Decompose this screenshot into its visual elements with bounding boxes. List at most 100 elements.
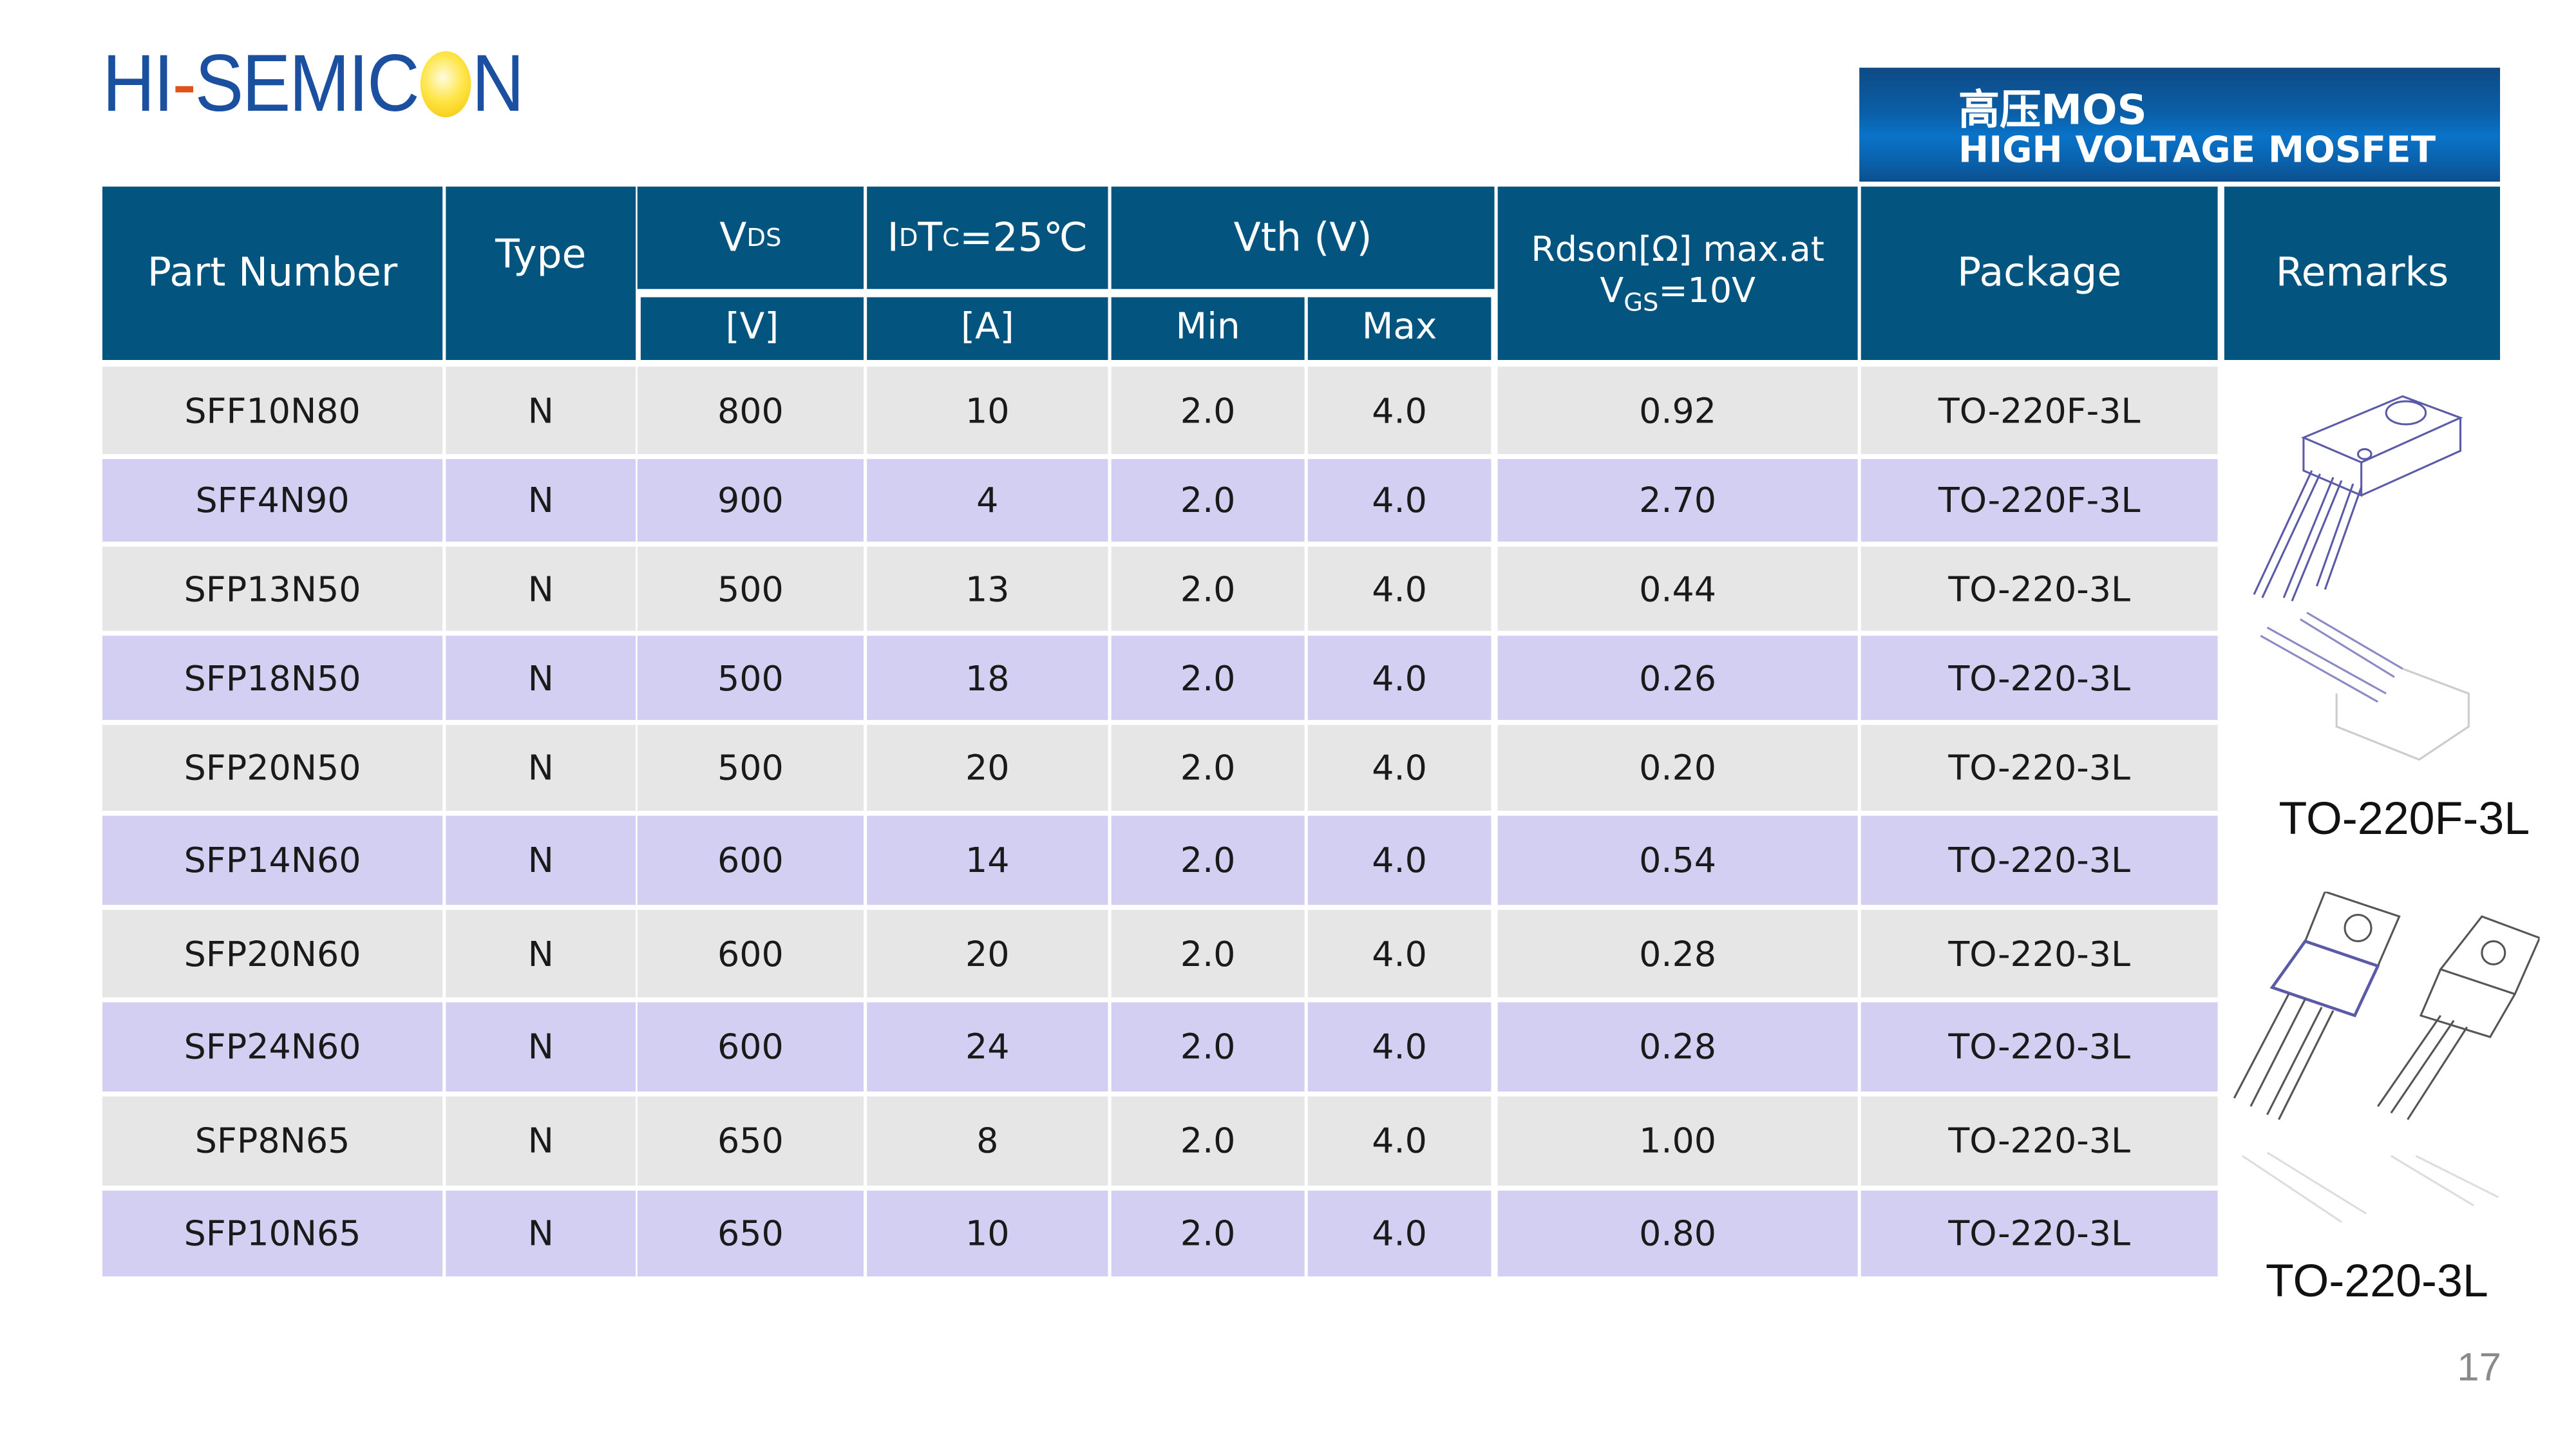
cell-id: 20 [867, 724, 1108, 811]
header-type: Type [446, 186, 636, 360]
cell-vth-max: 4.0 [1307, 636, 1492, 720]
cell-id: 20 [867, 909, 1108, 998]
cell-part-number: SFP24N60 [102, 1002, 443, 1092]
title-english: HIGH VOLTAGE MOSFET [1958, 130, 2436, 172]
cell-part-number: SFP8N65 [102, 1096, 443, 1186]
cell-rdson: 0.44 [1497, 546, 1858, 631]
header-vth-max: Max [1307, 297, 1492, 360]
header-vds: V DS [637, 186, 864, 289]
remark-package-to220f: TO-220F-3L [2278, 792, 2530, 844]
cell-type: N [446, 724, 636, 811]
cell-vds: 500 [637, 546, 864, 631]
header-id-unit: [A] [867, 297, 1108, 360]
cell-vth-min: 2.0 [1111, 459, 1305, 542]
cell-vds: 500 [637, 636, 864, 720]
cell-package: TO-220-3L [1861, 1096, 2218, 1186]
cell-type: N [446, 1002, 636, 1092]
cell-id: 10 [867, 1190, 1108, 1277]
cell-vth-max: 4.0 [1307, 366, 1492, 455]
header-remarks: Remarks [2224, 186, 2501, 360]
cell-vth-max: 4.0 [1307, 1002, 1492, 1092]
cell-id: 18 [867, 636, 1108, 720]
cell-rdson: 0.54 [1497, 815, 1858, 905]
cell-part-number: SFP10N65 [102, 1190, 443, 1277]
header-part-number: Part Number [102, 186, 443, 360]
cell-vds: 600 [637, 815, 864, 905]
cell-vds: 800 [637, 366, 864, 455]
cell-vth-min: 2.0 [1111, 1096, 1305, 1186]
header-vth-min: Min [1111, 297, 1305, 360]
cell-type: N [446, 1190, 636, 1277]
cell-part-number: SFP13N50 [102, 546, 443, 631]
cell-part-number: SFP20N60 [102, 909, 443, 998]
cell-vth-max: 4.0 [1307, 546, 1492, 631]
sun-icon [419, 51, 471, 118]
cell-rdson: 0.20 [1497, 724, 1858, 811]
cell-part-number: SFP18N50 [102, 636, 443, 720]
cell-id: 8 [867, 1096, 1108, 1186]
cell-rdson: 0.28 [1497, 909, 1858, 998]
header-rdson: Rdson[Ω] max.at VGS=10V [1497, 186, 1858, 360]
cell-vds: 900 [637, 459, 864, 542]
cell-id: 14 [867, 815, 1108, 905]
title-chinese: 高压MOS [1958, 86, 2147, 134]
cell-vth-min: 2.0 [1111, 724, 1305, 811]
header-package: Package [1861, 186, 2218, 360]
title-banner: 高压MOS HIGH VOLTAGE MOSFET [1859, 68, 2501, 182]
cell-vds: 500 [637, 724, 864, 811]
cell-id: 10 [867, 366, 1108, 455]
cell-type: N [446, 459, 636, 542]
cell-rdson: 0.80 [1497, 1190, 1858, 1277]
cell-vds: 650 [637, 1190, 864, 1277]
cell-vth-max: 4.0 [1307, 1190, 1492, 1277]
to220-package-image [2233, 891, 2540, 1223]
cell-part-number: SFP14N60 [102, 815, 443, 905]
cell-type: N [446, 909, 636, 998]
cell-vth-max: 4.0 [1307, 724, 1492, 811]
cell-type: N [446, 1096, 636, 1186]
cell-vth-min: 2.0 [1111, 636, 1305, 720]
cell-id: 24 [867, 1002, 1108, 1092]
cell-vth-min: 2.0 [1111, 1002, 1305, 1092]
header-vds-unit: [V] [640, 297, 864, 360]
cell-package: TO-220-3L [1861, 1190, 2218, 1277]
cell-vth-min: 2.0 [1111, 909, 1305, 998]
cell-part-number: SFP20N50 [102, 724, 443, 811]
cell-vth-min: 2.0 [1111, 815, 1305, 905]
cell-vth-max: 4.0 [1307, 815, 1492, 905]
cell-type: N [446, 546, 636, 631]
cell-part-number: SFF4N90 [102, 459, 443, 542]
cell-package: TO-220F-3L [1861, 366, 2218, 455]
cell-rdson: 0.26 [1497, 636, 1858, 720]
cell-package: TO-220-3L [1861, 546, 2218, 631]
cell-type: N [446, 815, 636, 905]
cell-vth-min: 2.0 [1111, 1190, 1305, 1277]
cell-vth-max: 4.0 [1307, 909, 1492, 998]
cell-rdson: 0.28 [1497, 1002, 1858, 1092]
cell-vds: 600 [637, 1002, 864, 1092]
cell-vth-max: 4.0 [1307, 459, 1492, 542]
cell-package: TO-220-3L [1861, 1002, 2218, 1092]
remark-package-to220: TO-220-3L [2265, 1255, 2488, 1307]
cell-vth-max: 4.0 [1307, 1096, 1492, 1186]
page-number: 17 [2457, 1345, 2501, 1390]
cell-package: TO-220-3L [1861, 815, 2218, 905]
cell-package: TO-220-3L [1861, 909, 2218, 998]
header-vth: Vth (V) [1111, 186, 1495, 289]
cell-vth-min: 2.0 [1111, 366, 1305, 455]
cell-id: 13 [867, 546, 1108, 631]
cell-vth-min: 2.0 [1111, 546, 1305, 631]
cell-rdson: 2.70 [1497, 459, 1858, 542]
company-logo: HI-SEMIC N [102, 39, 524, 129]
cell-package: TO-220F-3L [1861, 459, 2218, 542]
to220f-package-image [2253, 395, 2470, 761]
cell-vds: 600 [637, 909, 864, 998]
cell-package: TO-220-3L [1861, 636, 2218, 720]
cell-package: TO-220-3L [1861, 724, 2218, 811]
cell-type: N [446, 366, 636, 455]
cell-vds: 650 [637, 1096, 864, 1186]
cell-part-number: SFF10N80 [102, 366, 443, 455]
cell-id: 4 [867, 459, 1108, 542]
cell-rdson: 0.92 [1497, 366, 1858, 455]
